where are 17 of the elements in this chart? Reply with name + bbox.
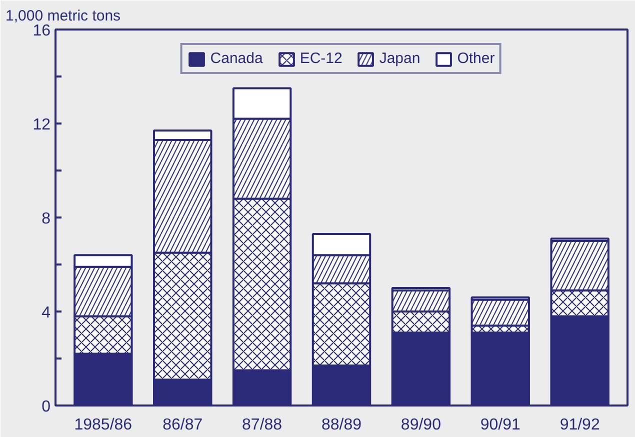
x-tick-label: 91/92 (560, 416, 600, 434)
y-tick-label: 12 (32, 116, 51, 134)
y-tick-label: 0 (42, 398, 51, 416)
legend-label: Canada (210, 50, 263, 67)
y-tick-label: 16 (32, 22, 51, 40)
x-tick-label: 88/89 (321, 416, 362, 434)
x-tick-label: 1985/86 (74, 416, 132, 434)
x-tick-label: 90/91 (480, 416, 521, 434)
legend-label: Other (457, 50, 495, 67)
x-tick-label: 86/87 (162, 416, 203, 434)
x-tick-label: 89/90 (400, 416, 442, 434)
legend-label: EC-12 (300, 50, 342, 67)
y-tick-label: 4 (42, 304, 51, 322)
y-tick-label: 8 (42, 210, 51, 228)
legend-label: Japan (379, 50, 420, 67)
x-tick-label: 87/88 (242, 416, 282, 434)
y-axis-title: 1,000 metric tons (6, 8, 121, 24)
